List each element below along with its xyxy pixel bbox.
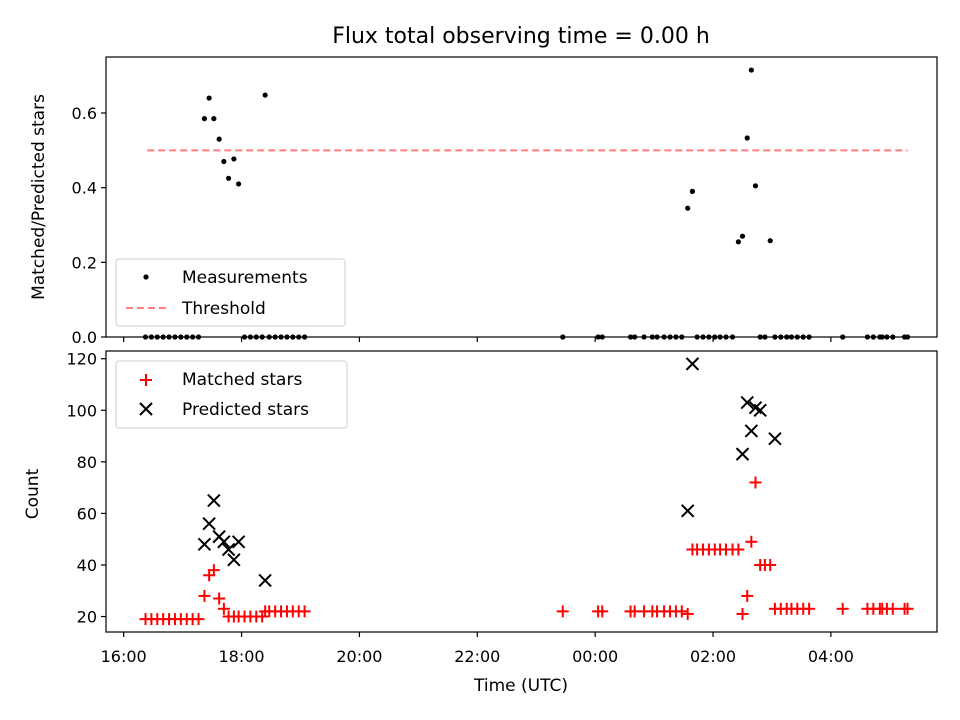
measurement-point	[231, 156, 237, 162]
matched-point	[217, 602, 230, 615]
matched-point	[764, 558, 777, 571]
x-tick-label: 02:00	[690, 647, 736, 666]
measurement-point	[262, 92, 268, 98]
matched-point	[803, 602, 816, 615]
legend-predicted-marker	[139, 402, 153, 416]
top-x-ticks	[123, 337, 832, 342]
legend-predicted-label: Predicted stars	[182, 400, 309, 420]
top-legend-box	[115, 258, 346, 327]
measurement-point	[689, 188, 696, 194]
bottom-y-tick-label: 20	[77, 608, 97, 627]
measurement-point	[735, 239, 741, 245]
bottom-y-ticks: 20 40 60 80 100 120	[66, 350, 106, 627]
matched-point	[298, 605, 311, 618]
predicted-point	[768, 431, 782, 446]
measurement-point	[206, 95, 212, 101]
bottom-y-tick-label: 120	[66, 350, 97, 369]
matched-point	[198, 589, 211, 602]
predicted-point	[740, 395, 754, 410]
matched-point	[741, 589, 754, 602]
predicted-point	[258, 573, 272, 588]
matched-point	[736, 607, 749, 620]
top-y-tick-label: 0.2	[72, 253, 97, 272]
matched-point	[213, 592, 226, 605]
matched-point	[886, 602, 899, 615]
predicted-point	[680, 504, 695, 518]
top-panel: 0.0 0.2 0.4 0.6 Matched/Predicted stars Mea…	[29, 56, 938, 347]
x-tick-label: 04:00	[808, 647, 854, 666]
bottom-y-tick-label: 60	[77, 504, 97, 523]
x-tick-label: 16:00	[101, 647, 147, 666]
chart-title: Flux total observing time = 0.00 h	[332, 24, 710, 49]
bottom-x-ticks: 16:00 18:00 20:00 22:00 00:00 02:00 04:00	[101, 632, 854, 666]
predicted-point	[207, 493, 221, 508]
measurement-point	[211, 116, 217, 122]
x-axis-label: Time (UTC)	[473, 676, 568, 696]
predicted-point	[753, 403, 767, 418]
measurement-point	[236, 181, 242, 187]
top-legend: Measurements Threshold	[115, 258, 346, 327]
legend-measurements-label: Measurements	[182, 268, 308, 288]
predicted-point	[202, 517, 216, 531]
bottom-plot-area	[139, 357, 914, 626]
top-axes-frame	[105, 56, 938, 338]
matched-point	[596, 605, 609, 618]
top-y-tick-label: 0.6	[72, 104, 97, 123]
matched-point	[745, 535, 758, 548]
x-tick-label: 20:00	[336, 647, 382, 666]
predicted-point	[217, 535, 231, 549]
predicted-point	[231, 535, 246, 549]
predicted-point	[197, 537, 212, 552]
matched-point	[681, 607, 694, 620]
matched-point	[732, 543, 745, 556]
matched-point	[675, 605, 688, 618]
top-y-ticks: 0.0 0.2 0.4 0.6	[72, 104, 106, 347]
measurement-point	[201, 116, 208, 122]
bottom-y-tick-label: 80	[77, 453, 97, 472]
matched-point	[556, 605, 569, 618]
measurement-point	[221, 158, 227, 165]
measurement-point	[748, 67, 754, 73]
x-tick-label: 00:00	[572, 647, 618, 666]
top-y-tick-label: 0.4	[72, 179, 97, 198]
measurement-point	[744, 135, 750, 141]
predicted-point	[685, 357, 700, 371]
matched-point	[256, 610, 269, 623]
matched-point	[901, 602, 914, 615]
bottom-legend: Matched stars Predicted stars	[115, 360, 348, 429]
measurement-point	[739, 233, 746, 239]
matched-point	[836, 602, 849, 615]
measurement-point	[216, 136, 222, 142]
x-tick-label: 22:00	[454, 647, 500, 666]
predicted-point	[227, 553, 241, 567]
matched-point	[749, 476, 762, 489]
measurement-point	[752, 183, 759, 189]
top-y-tick-label: 0.0	[72, 328, 97, 347]
bottom-axes-frame	[105, 350, 938, 633]
bottom-y-tick-label: 40	[77, 556, 97, 575]
legend-threshold-label: Threshold	[181, 299, 266, 319]
predicted-point	[744, 424, 759, 438]
bottom-panel: 20 40 60 80 100 120 16:00 18:00 20:00 22:00 00:00…	[23, 350, 938, 696]
legend-matched-marker	[140, 374, 152, 386]
measurement-point	[225, 175, 232, 181]
measurement-point	[767, 238, 773, 244]
predicted-point	[735, 447, 750, 461]
bottom-y-axis-label: Count	[23, 468, 43, 519]
predicted-point	[221, 542, 236, 557]
x-tick-label: 18:00	[218, 647, 264, 666]
matched-point	[207, 564, 220, 577]
legend-measurements-marker	[143, 274, 149, 280]
legend-matched-label: Matched stars	[182, 370, 302, 390]
measurement-point	[685, 205, 691, 211]
bottom-y-tick-label: 100	[66, 401, 97, 420]
bottom-legend-box	[115, 360, 348, 429]
matched-point	[192, 613, 205, 626]
top-y-axis-label: Matched/Predicted stars	[29, 94, 49, 300]
